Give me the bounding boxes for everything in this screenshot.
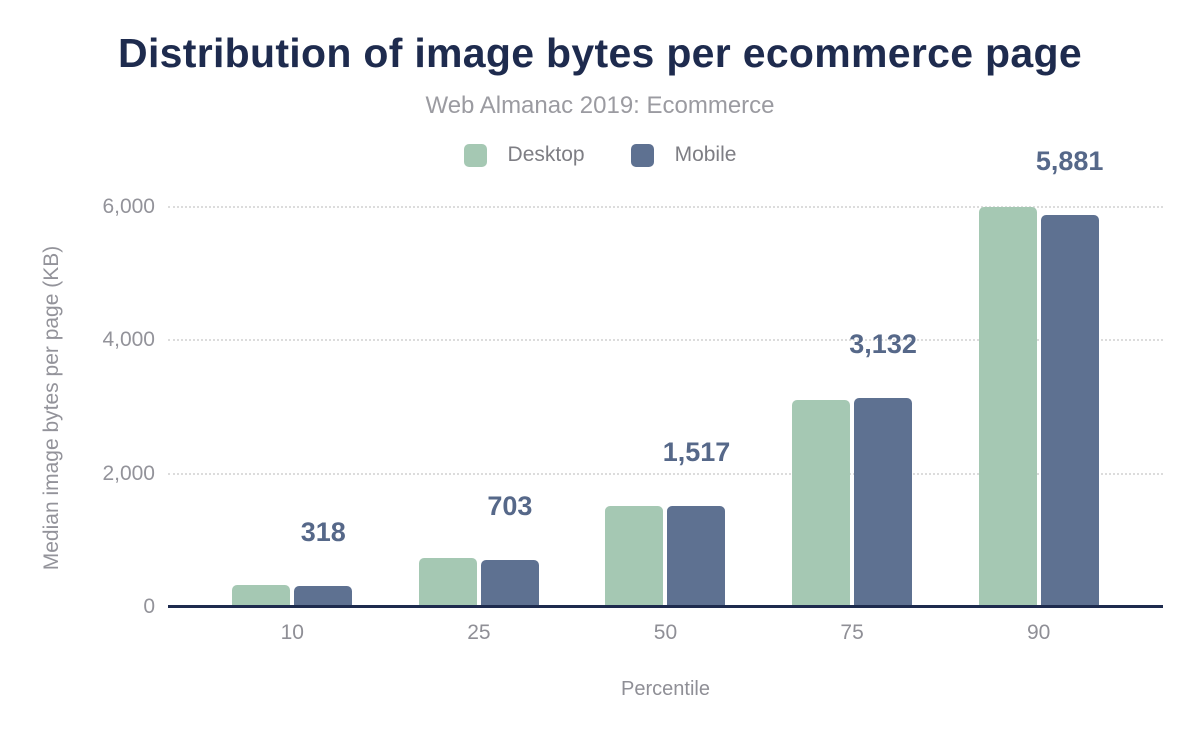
y-tick-label-0: 0 [143,595,155,618]
bar-mobile-wrap: 5,881 [1036,146,1103,607]
bar-desktop-p10 [232,585,291,607]
bar-pair: 5,881 [978,146,1103,607]
bar-group-p90: 5,881 90 [945,146,1132,644]
legend-label: Desktop [507,143,585,166]
x-tick-label-10: 10 [280,621,304,644]
x-axis-line [168,605,1163,608]
bar-mobile-wrap: 1,517 [663,437,730,607]
bar-desktop-p50 [605,506,664,607]
legend: Desktop Mobile [0,143,1200,167]
bar-desktop-p75 [792,400,851,607]
legend-item-mobile: Mobile [630,143,737,167]
bar-mobile-p90 [1040,214,1099,607]
y-axis-title: Median image bytes per page (KB) [40,245,63,571]
x-tick-label-25: 25 [467,621,491,644]
gridline-2000 [168,472,1163,475]
bar-value-label: 318 [300,516,346,547]
chart-subtitle: Web Almanac 2019: Ecommerce [425,92,775,119]
bar-pair: 318 [232,517,353,607]
bar-mobile-wrap: 318 [294,517,353,607]
bar-mobile-wrap: 3,132 [849,329,917,607]
bar-group-p75: 3,132 75 [759,207,946,644]
legend-item-desktop: Desktop [463,143,585,167]
x-axis-title: Percentile [621,678,710,700]
bar-mobile-wrap: 703 [480,491,539,607]
bar-mobile-p50 [667,505,726,607]
bar-pair: 3,132 [792,329,917,607]
bar-groups: 318 10 703 25 1,517 50 3,132 75 5,881 90 [168,146,1163,644]
gridline-4000 [168,339,1163,342]
bar-value-label: 703 [487,491,533,522]
bar-mobile-p10 [294,585,353,607]
x-tick-label-75: 75 [840,621,864,644]
bar-group-p25: 703 25 [386,207,573,644]
legend-label: Mobile [674,143,737,166]
y-tick-label-4000: 4,000 [102,328,155,352]
legend-swatch-desktop [463,143,487,167]
gridline-6000 [168,206,1163,208]
bar-pair: 703 [418,491,539,607]
x-tick-label-90: 90 [1026,621,1051,644]
legend-swatch-mobile [630,143,654,167]
chart-title: Distribution of image bytes per ecommerc… [118,30,1082,76]
bar-pair: 1,517 [605,437,730,607]
bar-value-label: 5,881 [1035,145,1104,176]
y-tick-label-6000: 6,000 [102,195,155,218]
bar-group-p50: 1,517 50 [572,207,759,644]
bar-value-label: 1,517 [662,436,731,467]
bar-mobile-p75 [854,398,913,607]
bar-desktop-p90 [978,207,1037,607]
plot-area: 318 10 703 25 1,517 50 3,132 75 5,881 90 0 2,000 4,… [102,146,1163,644]
bar-value-label: 3,132 [849,329,917,360]
bar-mobile-p25 [480,560,539,607]
bar-desktop-p25 [418,558,477,607]
bar-group-p10: 318 10 [199,207,386,644]
x-tick-label-50: 50 [653,621,678,644]
y-tick-label-2000: 2,000 [102,461,155,485]
